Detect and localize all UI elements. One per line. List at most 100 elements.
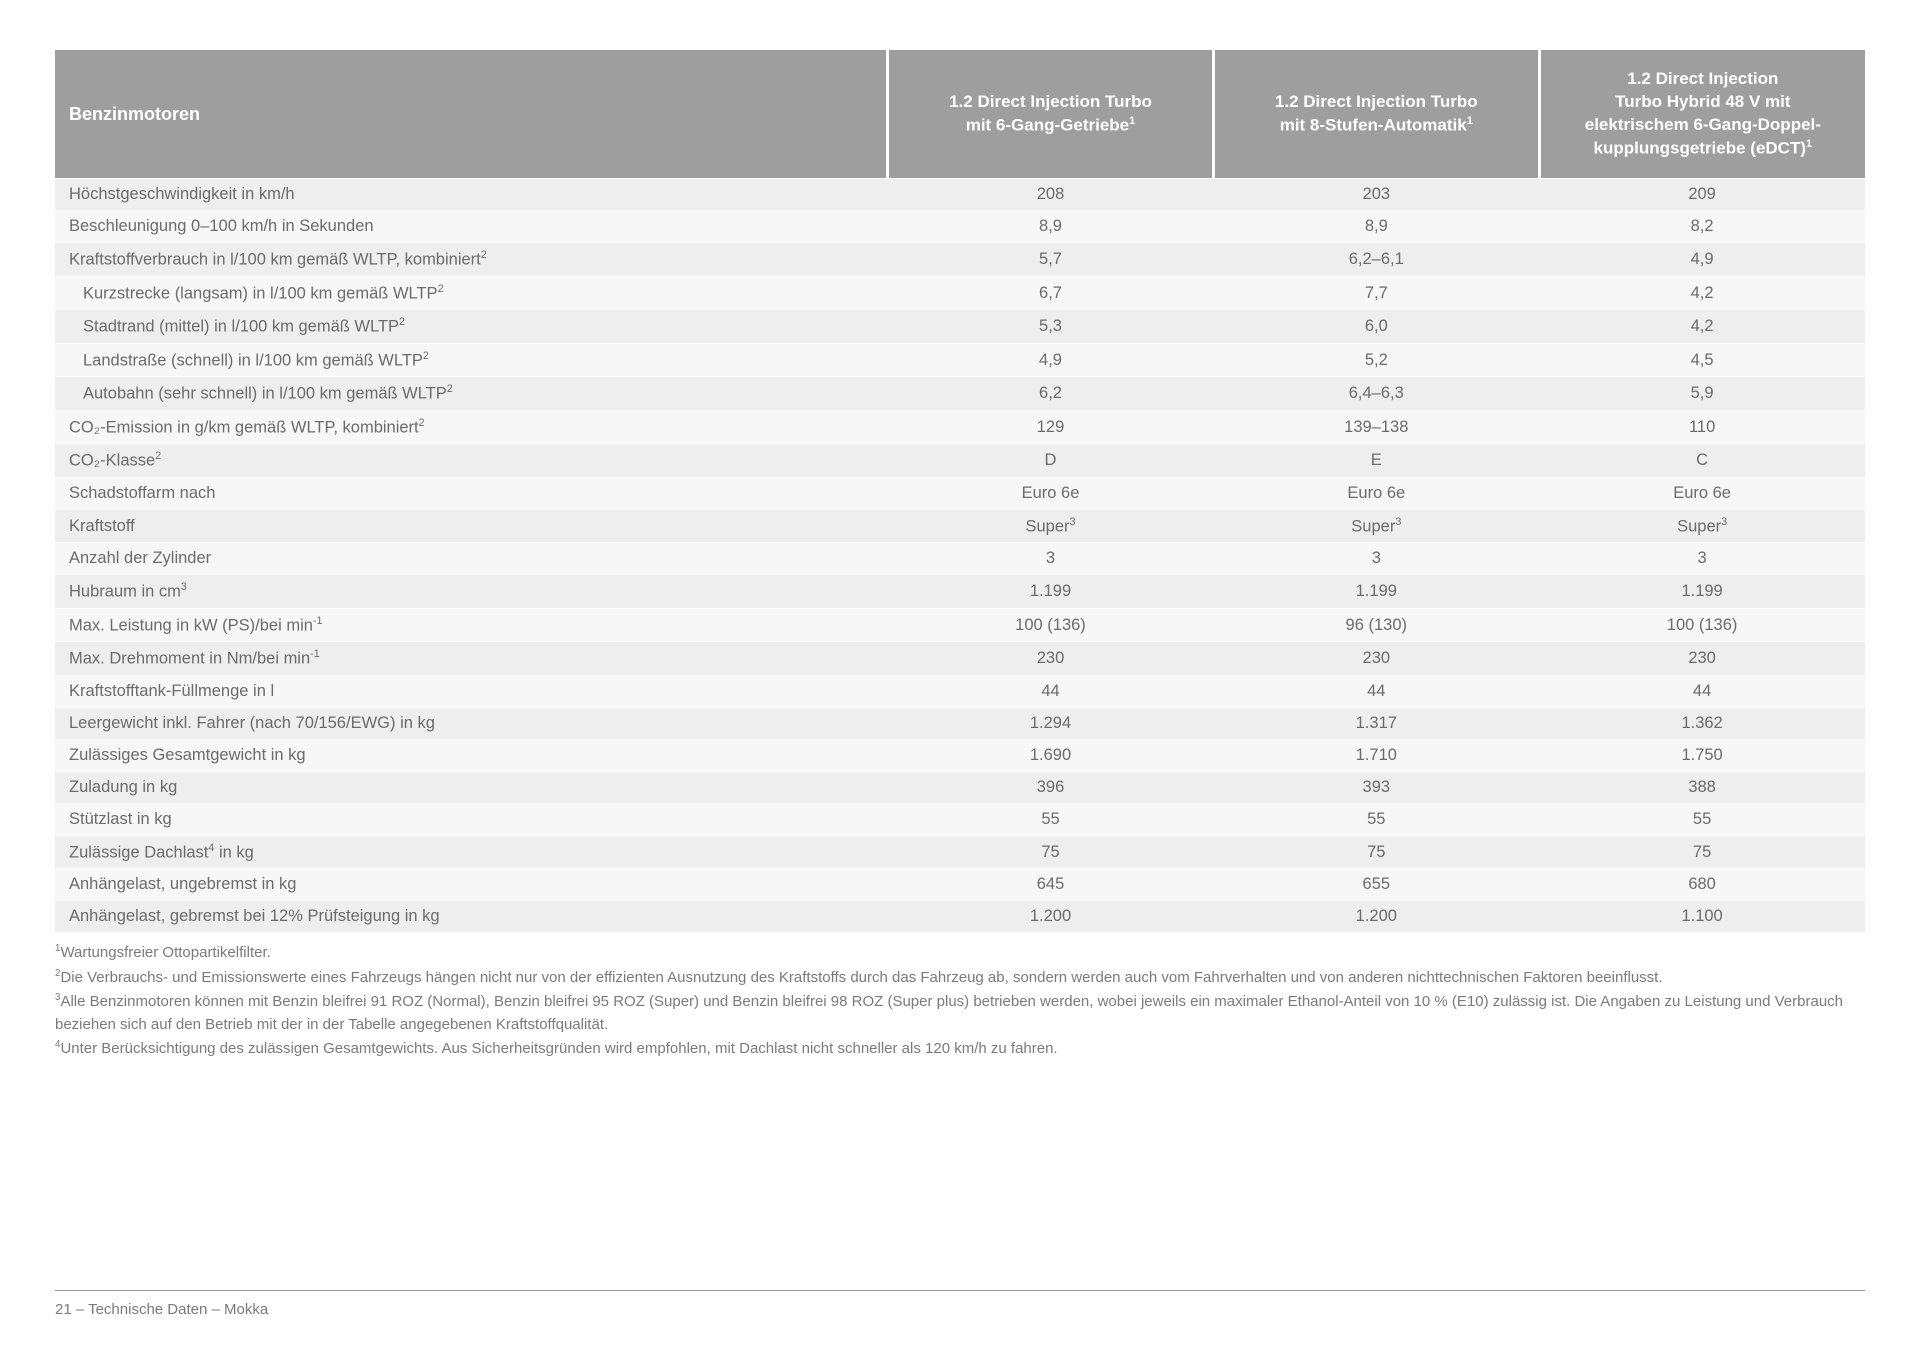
row-label: Anzahl der Zylinder (55, 543, 888, 575)
table-row: Beschleunigung 0–100 km/h in Sekunden8,9… (55, 211, 1865, 243)
row-value: 4,2 (1539, 276, 1865, 310)
header-col-2: 1.2 Direct Injection Turbomit 8-Stufen-A… (1213, 50, 1539, 179)
row-label: Leergewicht inkl. Fahrer (nach 70/156/EW… (55, 707, 888, 739)
row-value: E (1213, 444, 1539, 478)
row-value: 1.200 (1213, 901, 1539, 933)
row-label: CO₂-Emission in g/km gemäß WLTP, kombini… (55, 410, 888, 444)
row-value: 44 (888, 675, 1214, 707)
row-value: 1.199 (1539, 575, 1865, 609)
row-value: 1.690 (888, 739, 1214, 771)
row-label: Kraftstoffverbrauch in l/100 km gemäß WL… (55, 243, 888, 277)
row-value: C (1539, 444, 1865, 478)
row-value: 8,9 (888, 211, 1214, 243)
row-value: 6,2 (888, 377, 1214, 411)
page-footer: 21 – Technische Daten – Mokka (55, 1290, 1865, 1318)
row-value: 75 (888, 835, 1214, 869)
row-label: Landstraße (schnell) in l/100 km gemäß W… (55, 343, 888, 377)
row-value: 44 (1213, 675, 1539, 707)
table-row: Zuladung in kg396393388 (55, 771, 1865, 803)
row-value: 1.710 (1213, 739, 1539, 771)
table-row: CO₂-Klasse2DEC (55, 444, 1865, 478)
table-row: Autobahn (sehr schnell) in l/100 km gemä… (55, 377, 1865, 411)
row-value: 1.750 (1539, 739, 1865, 771)
row-value: 75 (1539, 835, 1865, 869)
row-value: 1.362 (1539, 707, 1865, 739)
row-value: 4,9 (1539, 243, 1865, 277)
table-row: Zulässiges Gesamtgewicht in kg1.6901.710… (55, 739, 1865, 771)
row-value: 1.200 (888, 901, 1214, 933)
row-label: Höchstgeschwindigkeit in km/h (55, 179, 888, 211)
table-row: CO₂-Emission in g/km gemäß WLTP, kombini… (55, 410, 1865, 444)
footnote: 2Die Verbrauchs- und Emissionswerte eine… (55, 967, 1865, 990)
row-value: 3 (1539, 543, 1865, 575)
row-value: 1.199 (1213, 575, 1539, 609)
row-label: Max. Drehmoment in Nm/bei min-1 (55, 642, 888, 676)
row-value: 6,7 (888, 276, 1214, 310)
row-value: 4,2 (1539, 310, 1865, 344)
row-value: 208 (888, 179, 1214, 211)
row-value: 55 (888, 803, 1214, 835)
row-label: Stadtrand (mittel) in l/100 km gemäß WLT… (55, 310, 888, 344)
footnote: 1Wartungsfreier Ottopartikelfilter. (55, 942, 1865, 965)
row-value: 4,5 (1539, 343, 1865, 377)
row-value: 680 (1539, 869, 1865, 901)
table-row: Kraftstoffverbrauch in l/100 km gemäß WL… (55, 243, 1865, 277)
table-row: Anhängelast, ungebremst in kg645655680 (55, 869, 1865, 901)
row-value: 396 (888, 771, 1214, 803)
row-value: Super3 (1539, 509, 1865, 543)
footnote: 4Unter Berücksichtigung des zulässigen G… (55, 1038, 1865, 1061)
row-label: Hubraum in cm3 (55, 575, 888, 609)
row-label: Kurzstrecke (langsam) in l/100 km gemäß … (55, 276, 888, 310)
row-value: 388 (1539, 771, 1865, 803)
table-row: Höchstgeschwindigkeit in km/h208203209 (55, 179, 1865, 211)
row-value: 55 (1539, 803, 1865, 835)
table-row: Zulässige Dachlast4 in kg757575 (55, 835, 1865, 869)
row-label: Max. Leistung in kW (PS)/bei min-1 (55, 608, 888, 642)
row-value: 1.199 (888, 575, 1214, 609)
row-value: 100 (136) (1539, 608, 1865, 642)
table-row: Kurzstrecke (langsam) in l/100 km gemäß … (55, 276, 1865, 310)
row-label: Anhängelast, ungebremst in kg (55, 869, 888, 901)
row-value: 6,2–6,1 (1213, 243, 1539, 277)
row-value: 6,4–6,3 (1213, 377, 1539, 411)
table-row: Stadtrand (mittel) in l/100 km gemäß WLT… (55, 310, 1865, 344)
footnotes: 1Wartungsfreier Ottopartikelfilter.2Die … (55, 942, 1865, 1061)
row-value: Euro 6e (1213, 477, 1539, 509)
table-row: Max. Drehmoment in Nm/bei min-1230230230 (55, 642, 1865, 676)
row-label: Zulässiges Gesamtgewicht in kg (55, 739, 888, 771)
footnote: 3Alle Benzinmotoren können mit Benzin bl… (55, 991, 1865, 1036)
table-row: Stützlast in kg555555 (55, 803, 1865, 835)
row-label: Zulässige Dachlast4 in kg (55, 835, 888, 869)
table-row: Max. Leistung in kW (PS)/bei min-1100 (1… (55, 608, 1865, 642)
row-value: 44 (1539, 675, 1865, 707)
row-value: 8,9 (1213, 211, 1539, 243)
table-body: Höchstgeschwindigkeit in km/h208203209Be… (55, 179, 1865, 933)
row-value: 3 (1213, 543, 1539, 575)
row-value: Super3 (1213, 509, 1539, 543)
row-value: 100 (136) (888, 608, 1214, 642)
row-value: 1.100 (1539, 901, 1865, 933)
row-label: Zuladung in kg (55, 771, 888, 803)
row-value: 393 (1213, 771, 1539, 803)
header-title: Benzinmotoren (55, 50, 888, 179)
row-value: 55 (1213, 803, 1539, 835)
row-value: Super3 (888, 509, 1214, 543)
row-value: 3 (888, 543, 1214, 575)
table-row: Anzahl der Zylinder333 (55, 543, 1865, 575)
row-value: 129 (888, 410, 1214, 444)
row-value: 209 (1539, 179, 1865, 211)
row-value: 5,9 (1539, 377, 1865, 411)
row-label: Kraftstoff (55, 509, 888, 543)
row-value: 5,2 (1213, 343, 1539, 377)
table-row: Hubraum in cm31.1991.1991.199 (55, 575, 1865, 609)
row-label: Autobahn (sehr schnell) in l/100 km gemä… (55, 377, 888, 411)
table-row: KraftstoffSuper3Super3Super3 (55, 509, 1865, 543)
row-value: 655 (1213, 869, 1539, 901)
row-value: 6,0 (1213, 310, 1539, 344)
row-value: 8,2 (1539, 211, 1865, 243)
row-value: 4,9 (888, 343, 1214, 377)
row-value: 230 (1539, 642, 1865, 676)
row-value: 139–138 (1213, 410, 1539, 444)
header-col-3: 1.2 Direct InjectionTurbo Hybrid 48 V mi… (1539, 50, 1865, 179)
row-label: Schadstoffarm nach (55, 477, 888, 509)
